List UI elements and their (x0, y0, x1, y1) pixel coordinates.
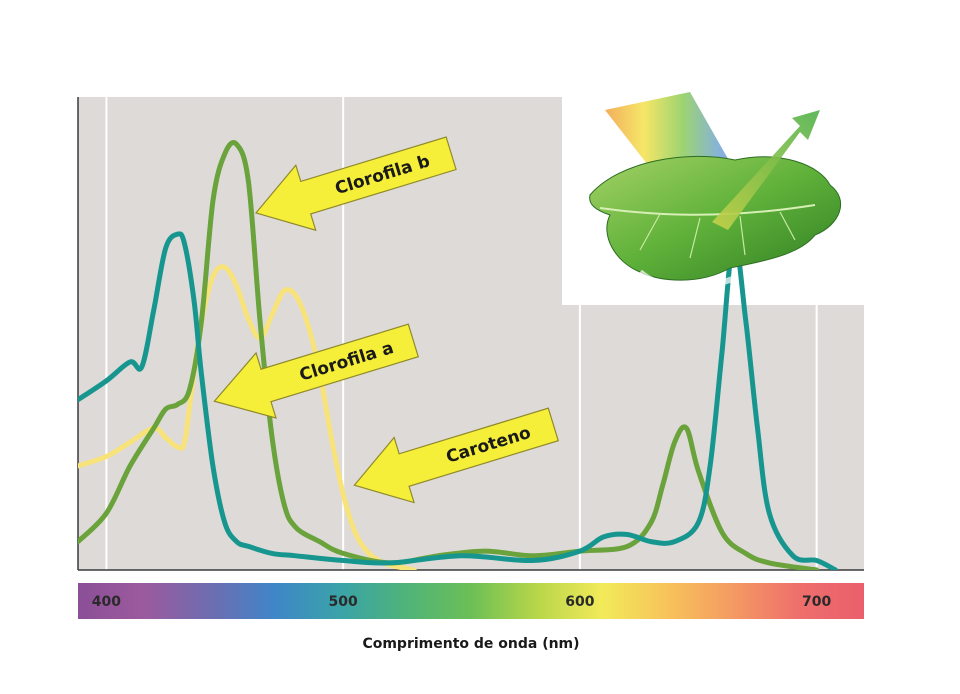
x-tick-label-700: 700 (802, 594, 831, 610)
series-line-clorofila-b (78, 140, 820, 570)
x-tick-label-400: 400 (92, 594, 121, 610)
reflected-light-arrow (712, 110, 820, 230)
leaf-image (589, 155, 842, 291)
annotation-clorofila-a: Clorofila a (213, 323, 420, 419)
series-line-clorofila-a (78, 231, 839, 570)
annotation-arrow-caroteno (353, 407, 560, 504)
annotation-arrow-clorofila-b (254, 136, 457, 232)
series-layer (78, 140, 839, 570)
x-tick-labels: 400 500 600 700 (92, 594, 832, 610)
x-axis-title: Comprimento de onda (nm) (362, 636, 579, 652)
x-tick-label-600: 600 (565, 594, 594, 610)
wavelength-spectrum-bar (78, 583, 864, 619)
x-tick-label-500: 500 (329, 594, 358, 610)
series-line-caroteno (78, 264, 417, 570)
leaf-light-illustration (589, 92, 842, 291)
annotation-arrow-clorofila-a (213, 323, 420, 419)
